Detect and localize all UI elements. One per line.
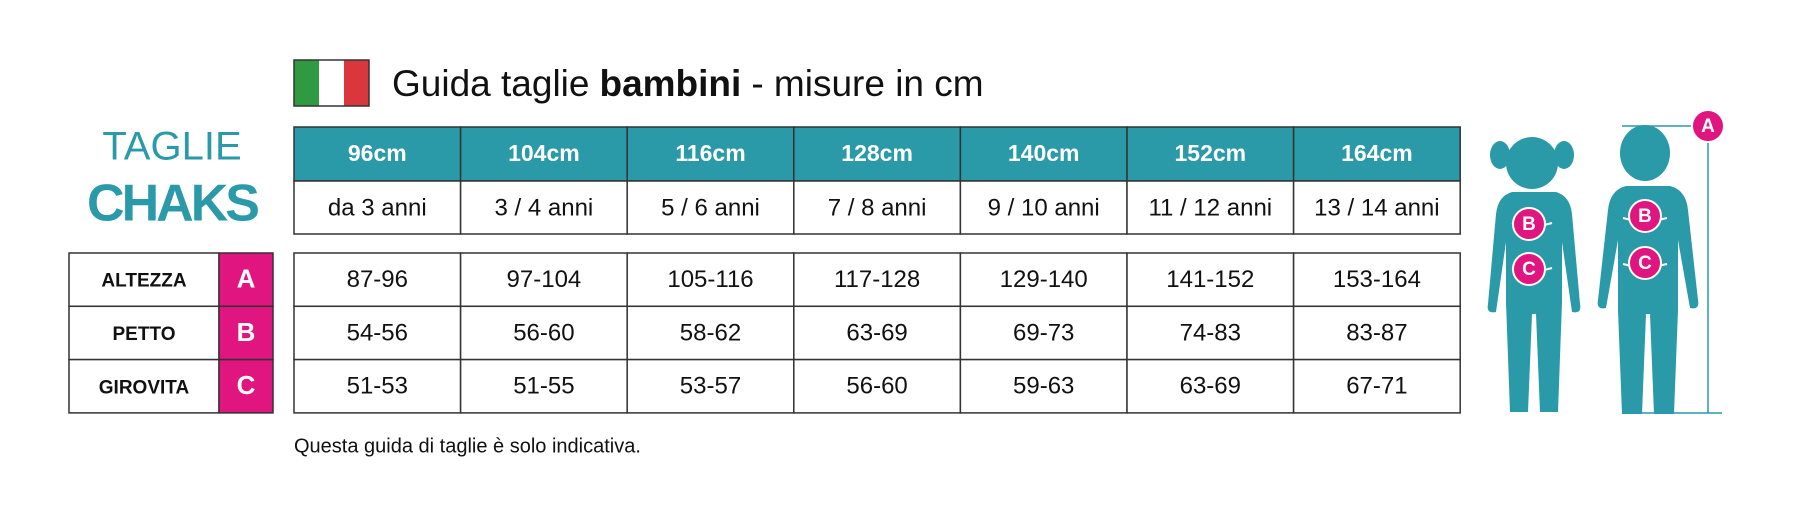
age-cell	[293, 180, 462, 235]
letter-cell	[218, 252, 274, 308]
size-label: 152cm	[1174, 140, 1246, 166]
size-cell	[459, 126, 628, 182]
value-cell	[626, 252, 795, 308]
age-label: 3 / 4 anni	[495, 194, 594, 221]
value-cell	[1292, 305, 1461, 361]
value: 63-69	[846, 319, 907, 346]
value: 63-69	[1180, 373, 1241, 400]
size-cell	[1126, 126, 1295, 182]
value-cell	[293, 252, 462, 308]
marker-letter: C	[1638, 253, 1652, 274]
value: 83-87	[1346, 319, 1407, 346]
value-cell	[1126, 358, 1295, 414]
brand-line: TAGLIE	[102, 125, 241, 169]
age-label: 9 / 10 anni	[988, 194, 1100, 221]
marker-badge	[1512, 207, 1546, 241]
size-label: 164cm	[1341, 140, 1413, 166]
age-label: da 3 anni	[328, 194, 427, 221]
title-bold: bambini	[599, 63, 741, 104]
value-cell	[793, 358, 962, 414]
row-label: PETTO	[113, 324, 176, 345]
value: 105-116	[667, 266, 753, 293]
value-cell	[959, 252, 1128, 308]
value: 54-56	[347, 319, 408, 346]
marker-badge	[1628, 246, 1662, 280]
value: 129-140	[1000, 266, 1088, 293]
title-part: - misure in cm	[751, 63, 983, 104]
title-part: Guida taglie	[392, 63, 589, 104]
italian-flag	[293, 59, 370, 107]
row-letter: A	[237, 264, 256, 294]
marker-letter: B	[1522, 214, 1536, 235]
value-cell	[959, 358, 1128, 414]
marker-badge	[1691, 109, 1725, 143]
value: 153-164	[1333, 266, 1421, 293]
size-cell	[959, 126, 1128, 182]
value: 117-128	[834, 266, 920, 293]
age-label: 13 / 14 anni	[1314, 194, 1439, 221]
value: 97-104	[507, 266, 582, 293]
size-label: 140cm	[1008, 140, 1080, 166]
value-cell	[626, 358, 795, 414]
size-cell	[293, 126, 462, 182]
value: 67-71	[1346, 373, 1407, 400]
row-label-cell	[68, 358, 220, 414]
row-letter: C	[237, 370, 256, 400]
age-label: 5 / 6 anni	[661, 194, 760, 221]
value: 53-57	[680, 373, 741, 400]
value: 56-60	[846, 373, 907, 400]
title: Guida taglie bambini - misure in cm	[392, 63, 984, 104]
value: 74-83	[1180, 319, 1241, 346]
value: 58-62	[680, 319, 741, 346]
value-cell	[1126, 305, 1295, 361]
value: 87-96	[347, 266, 408, 293]
age-cell	[459, 180, 628, 235]
marker-badge	[1512, 252, 1546, 286]
value: 51-53	[347, 373, 408, 400]
value-cell	[1292, 358, 1461, 414]
row-letter: B	[237, 317, 256, 347]
marker-letter: C	[1522, 259, 1536, 280]
row-label-cell	[68, 252, 220, 308]
note: Questa guida di taglie è solo indicativa…	[294, 435, 641, 457]
brand-logo: CHAKS	[87, 175, 258, 233]
size-label: 116cm	[675, 140, 745, 166]
age-cell	[959, 180, 1128, 235]
value: 69-73	[1013, 319, 1074, 346]
value: 56-60	[513, 319, 574, 346]
row-label: GIROVITA	[99, 377, 190, 398]
marker-letter: B	[1638, 206, 1652, 227]
age-cell	[1126, 180, 1295, 235]
age-label: 11 / 12 anni	[1148, 194, 1272, 221]
letter-cell	[218, 358, 274, 414]
value: 141-152	[1166, 266, 1254, 293]
size-cell	[1292, 126, 1461, 182]
marker-badge	[1628, 199, 1662, 233]
value: 51-55	[513, 373, 574, 400]
size-label: 96cm	[348, 140, 407, 166]
value-cell	[959, 305, 1128, 361]
letter-cell	[218, 305, 274, 361]
silhouettes	[1487, 125, 1722, 414]
row-label: ALTEZZA	[101, 271, 186, 292]
age-label: 7 / 8 anni	[828, 194, 927, 221]
value: 59-63	[1013, 373, 1074, 400]
age-cell	[1292, 180, 1461, 235]
marker-letter: A	[1701, 116, 1715, 137]
value-cell	[626, 305, 795, 361]
size-label: 128cm	[841, 140, 913, 166]
size-label: 104cm	[508, 140, 580, 166]
value-cell	[293, 305, 462, 361]
value-cell	[293, 358, 462, 414]
